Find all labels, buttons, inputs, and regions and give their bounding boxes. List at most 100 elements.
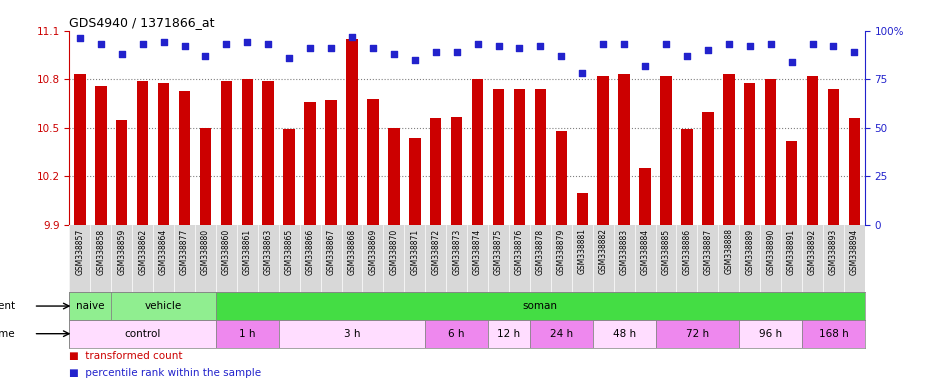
Point [826, 43, 841, 49]
Point [365, 45, 380, 51]
Bar [367, 99, 378, 225]
Text: GSM338879: GSM338879 [557, 228, 566, 275]
Text: GSM338861: GSM338861 [243, 228, 252, 275]
Bar [530, 320, 593, 348]
Point [805, 41, 820, 47]
Text: GSM338886: GSM338886 [683, 228, 691, 275]
Point [302, 45, 317, 51]
Point [345, 33, 360, 40]
Bar [409, 137, 421, 225]
Point [491, 43, 506, 49]
Point [596, 41, 611, 47]
Text: 1 h: 1 h [239, 329, 255, 339]
Bar [111, 292, 216, 320]
Point [512, 45, 527, 51]
Bar [488, 320, 530, 348]
Point [743, 43, 758, 49]
Point [533, 43, 548, 49]
Text: GSM338871: GSM338871 [411, 228, 419, 275]
Text: GSM338878: GSM338878 [536, 228, 545, 275]
Bar [786, 141, 797, 225]
Bar [216, 320, 278, 348]
Text: GSM338859: GSM338859 [117, 228, 126, 275]
Bar [639, 168, 651, 225]
Bar [69, 292, 111, 320]
Text: naive: naive [76, 301, 105, 311]
Text: 12 h: 12 h [498, 329, 521, 339]
Text: 6 h: 6 h [449, 329, 465, 339]
Text: GSM338883: GSM338883 [620, 228, 629, 275]
Text: GSM338875: GSM338875 [494, 228, 503, 275]
Point [156, 39, 171, 45]
Point [784, 59, 799, 65]
Bar [619, 74, 630, 225]
Point [115, 51, 130, 57]
Bar [69, 320, 216, 348]
Text: vehicle: vehicle [145, 301, 182, 311]
Text: GSM338857: GSM338857 [75, 228, 84, 275]
Bar [744, 83, 756, 225]
Point [282, 55, 297, 61]
Point [637, 63, 652, 69]
Bar [116, 120, 128, 225]
Bar [802, 320, 865, 348]
Text: 48 h: 48 h [612, 329, 635, 339]
Point [680, 53, 695, 59]
Bar [556, 131, 567, 225]
Bar [426, 320, 488, 348]
Bar [200, 128, 211, 225]
Text: GSM338863: GSM338863 [264, 228, 273, 275]
Bar [472, 79, 484, 225]
Text: time: time [0, 329, 16, 339]
Text: agent: agent [0, 301, 16, 311]
Bar [702, 112, 713, 225]
Text: GSM338884: GSM338884 [641, 228, 649, 275]
Point [659, 41, 673, 47]
Bar [513, 89, 525, 225]
Text: GSM338868: GSM338868 [348, 228, 356, 275]
Point [428, 49, 443, 55]
Text: GSM338893: GSM338893 [829, 228, 838, 275]
Text: control: control [125, 329, 161, 339]
Text: GSM338889: GSM338889 [746, 228, 754, 275]
Bar [283, 129, 295, 225]
Point [72, 35, 87, 41]
Point [261, 41, 276, 47]
Text: GSM338888: GSM338888 [724, 228, 734, 275]
Point [763, 41, 778, 47]
Text: GSM338876: GSM338876 [515, 228, 524, 275]
Text: GSM338869: GSM338869 [368, 228, 377, 275]
Bar [723, 74, 734, 225]
Text: GSM338885: GSM338885 [661, 228, 671, 275]
Text: GSM338894: GSM338894 [850, 228, 859, 275]
Bar [576, 193, 588, 225]
Text: 24 h: 24 h [549, 329, 573, 339]
Text: 168 h: 168 h [819, 329, 848, 339]
Point [722, 41, 736, 47]
Bar [656, 320, 739, 348]
Bar [304, 102, 315, 225]
Point [219, 41, 234, 47]
Text: soman: soman [523, 301, 558, 311]
Bar [388, 128, 400, 225]
Bar [681, 129, 693, 225]
Text: GSM338887: GSM338887 [703, 228, 712, 275]
Bar [660, 76, 672, 225]
Text: GSM338858: GSM338858 [96, 228, 105, 275]
Bar [765, 79, 776, 225]
Bar [216, 292, 865, 320]
Bar [158, 83, 169, 225]
Point [177, 43, 191, 49]
Bar [493, 89, 504, 225]
Bar [848, 118, 860, 225]
Point [93, 41, 108, 47]
Point [617, 41, 632, 47]
Bar [263, 81, 274, 225]
Text: GSM338892: GSM338892 [808, 228, 817, 275]
Text: 3 h: 3 h [344, 329, 360, 339]
Bar [807, 76, 819, 225]
Bar [137, 81, 148, 225]
Point [198, 53, 213, 59]
Text: GSM338860: GSM338860 [222, 228, 231, 275]
Bar [598, 76, 609, 225]
